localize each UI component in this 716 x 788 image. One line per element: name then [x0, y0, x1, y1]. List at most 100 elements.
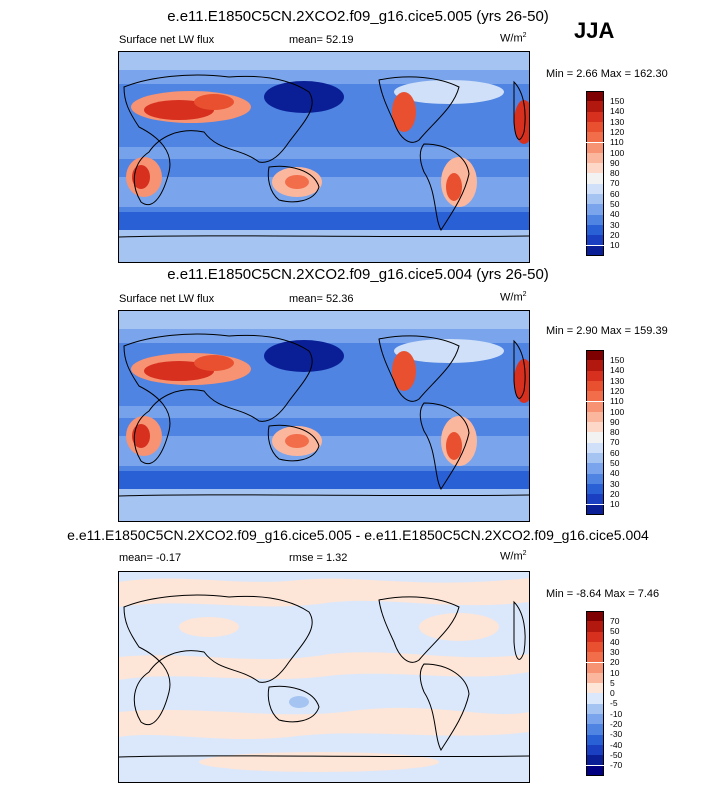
- colorbar-swatch: [586, 744, 604, 756]
- colorbar-swatch: [586, 142, 604, 153]
- colorbar-label: -5: [610, 698, 618, 709]
- panel-2-map: [118, 310, 530, 522]
- colorbar-swatch: [586, 703, 604, 714]
- colorbar-label: 150: [610, 96, 625, 106]
- colorbar-label: 40: [610, 468, 620, 479]
- panel-1-units: W/m2: [500, 32, 527, 45]
- colorbar-swatch: [586, 483, 604, 495]
- colorbar-swatch: [586, 662, 604, 673]
- colorbar-label: 40: [610, 636, 620, 647]
- colorbar-label: -50: [610, 749, 623, 760]
- colorbar-label: -30: [610, 729, 623, 740]
- panel-2-title: e.e11.E1850C5CN.2XCO2.f09_g16.cice5.004 …: [167, 266, 549, 283]
- colorbar-swatch: [586, 734, 604, 745]
- colorbar-swatch: [586, 360, 604, 371]
- colorbar-label: 40: [610, 209, 620, 220]
- colorbar-swatch: [586, 245, 604, 256]
- colorbar-swatch: [586, 194, 604, 205]
- colorbar-swatch: [586, 152, 604, 164]
- colorbar-label: 110: [610, 137, 624, 148]
- colorbar-swatch: [586, 442, 604, 453]
- colorbar-label: 30: [610, 478, 620, 489]
- panel-3-rmse-label: rmse = 1.32: [289, 552, 348, 564]
- colorbar-label: 140: [610, 106, 625, 117]
- colorbar-label: 10: [610, 499, 620, 510]
- colorbar-swatch: [586, 683, 604, 694]
- colorbar-label: 100: [610, 147, 625, 158]
- colorbar-label: 5: [610, 677, 615, 688]
- panel-2-mean-label: mean= 52.36: [289, 293, 354, 305]
- colorbar-label: 80: [610, 427, 620, 438]
- colorbar-label: 100: [610, 406, 625, 417]
- colorbar-swatch: [586, 631, 604, 642]
- colorbar-swatch: [586, 755, 604, 766]
- colorbar-label: 20: [610, 488, 620, 499]
- colorbar-swatch: [586, 652, 604, 663]
- panel-1-variable-label: Surface net LW flux: [119, 34, 215, 46]
- colorbar-swatch: [586, 422, 604, 433]
- colorbar-swatch: [586, 101, 604, 112]
- colorbar-swatch: [586, 111, 604, 122]
- colorbar-label: -10: [610, 708, 623, 719]
- colorbar-swatch: [586, 714, 604, 725]
- panel-3-colorbar: 70 50 40 30 20 10 5 0 -5 -10 -20 -30 -40…: [586, 611, 646, 776]
- colorbar-swatch: [586, 391, 604, 402]
- colorbar-label: 140: [610, 365, 625, 376]
- colorbar-swatch: [586, 432, 604, 443]
- colorbar-label: 50: [610, 626, 620, 637]
- colorbar-top-edge: [586, 611, 604, 612]
- colorbar-swatch: [586, 504, 604, 515]
- colorbar-swatch: [586, 473, 604, 484]
- colorbar-label: 0: [610, 688, 615, 699]
- colorbar-swatch: [586, 214, 604, 225]
- panel-1-map-field: [119, 52, 529, 262]
- colorbar-label: 70: [610, 616, 620, 626]
- colorbar-label: 70: [610, 437, 620, 448]
- panel-3-title: e.e11.E1850C5CN.2XCO2.f09_g16.cice5.005 …: [67, 527, 649, 543]
- colorbar-label: -70: [610, 760, 623, 771]
- colorbar-top-edge: [586, 350, 604, 351]
- panel-2-units: W/m2: [500, 291, 527, 304]
- panel-2-minmax: Min = 2.90 Max = 159.39: [546, 325, 668, 337]
- colorbar-label: 70: [610, 178, 620, 189]
- colorbar-swatch: [586, 380, 604, 392]
- panel-3-map: [118, 571, 530, 783]
- colorbar-swatch: [586, 121, 604, 133]
- colorbar-swatch: [586, 453, 604, 464]
- colorbar-swatch: [586, 204, 604, 215]
- colorbar-swatch: [586, 611, 604, 622]
- colorbar-swatch: [586, 132, 604, 143]
- colorbar-top-edge: [586, 91, 604, 92]
- colorbar-label: -40: [610, 739, 623, 750]
- colorbar-label: 50: [610, 458, 620, 468]
- colorbar-swatch: [586, 350, 604, 361]
- colorbar-label: 10: [610, 240, 620, 251]
- colorbar-label: -20: [610, 719, 623, 729]
- colorbar-swatch: [586, 235, 604, 246]
- panel-1-minmax: Min = 2.66 Max = 162.30: [546, 68, 668, 80]
- colorbar-label: 90: [610, 157, 620, 168]
- panel-3-minmax: Min = -8.64 Max = 7.46: [546, 588, 660, 600]
- colorbar-label: 30: [610, 646, 620, 657]
- colorbar-label: 120: [610, 385, 625, 396]
- colorbar-label: 130: [610, 375, 625, 386]
- colorbar-swatch: [586, 411, 604, 423]
- panel-3-mean-label: mean= -0.17: [119, 552, 182, 564]
- panel-3-map-field: [119, 572, 529, 782]
- colorbar-swatch: [586, 494, 604, 505]
- colorbar-label: 20: [610, 229, 620, 240]
- colorbar-swatch: [586, 672, 604, 684]
- colorbar-label: 110: [610, 396, 624, 407]
- colorbar-label: 130: [610, 116, 625, 127]
- colorbar-swatch: [586, 641, 604, 653]
- colorbar-swatch: [586, 370, 604, 381]
- panel-2-map-field: [119, 311, 529, 521]
- colorbar-swatch: [586, 621, 604, 632]
- panel-1-title: e.e11.E1850C5CN.2XCO2.f09_g16.cice5.005 …: [167, 8, 549, 25]
- colorbar-swatch: [586, 463, 604, 474]
- colorbar-label: 60: [610, 447, 620, 458]
- colorbar-swatch: [586, 224, 604, 236]
- panel-1-colorbar: 150 140 130 120 110 100 90 80 70 60 50 4…: [586, 91, 646, 256]
- panel-1-map: [118, 51, 530, 263]
- colorbar-swatch: [586, 183, 604, 194]
